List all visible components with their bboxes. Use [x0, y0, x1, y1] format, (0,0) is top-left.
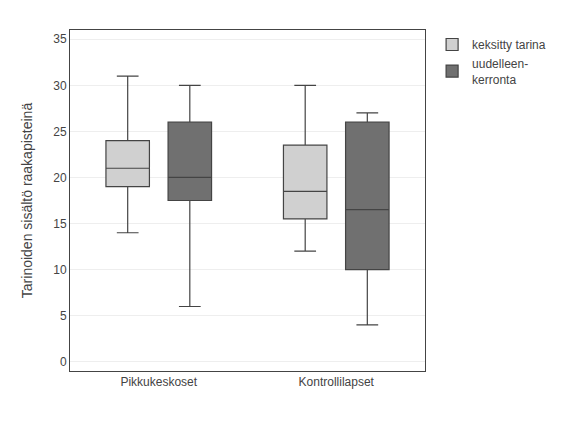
svg-text:30: 30: [53, 79, 67, 93]
svg-text:15: 15: [53, 217, 67, 231]
svg-text:10: 10: [53, 263, 67, 277]
svg-text:uudelleen-kerronta: uudelleen-kerronta: [472, 57, 528, 87]
svg-text:20: 20: [53, 171, 67, 185]
svg-text:keksitty tarina: keksitty tarina: [472, 38, 546, 52]
svg-text:Tarinoiden sisältö raakapistei: Tarinoiden sisältö raakapisteinä: [19, 103, 35, 299]
svg-text:5: 5: [60, 309, 67, 323]
svg-text:0: 0: [60, 355, 67, 369]
svg-text:35: 35: [53, 32, 67, 46]
svg-text:Kontrollilapset: Kontrollilapset: [299, 375, 375, 389]
svg-text:Pikkukeskoset: Pikkukeskoset: [120, 375, 197, 389]
svg-text:25: 25: [53, 125, 67, 139]
